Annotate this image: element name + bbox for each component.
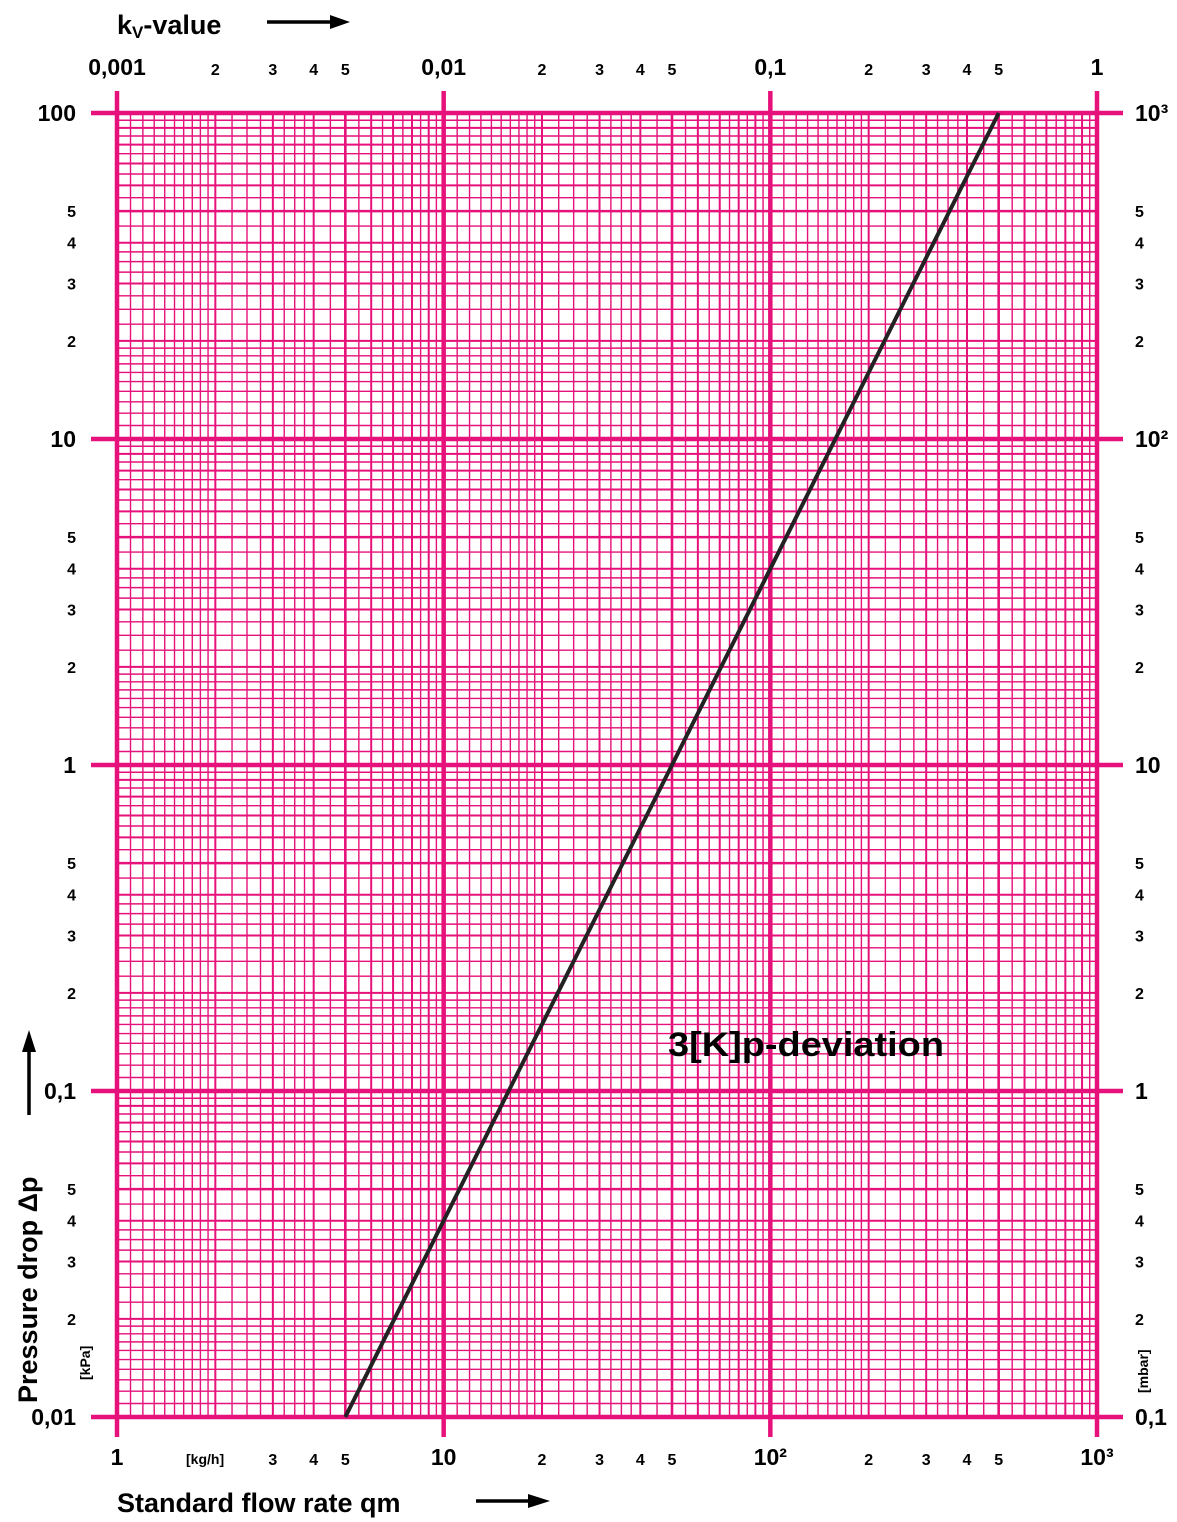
left-tick-label: 5 xyxy=(67,856,76,873)
right-tick-label: 2 xyxy=(1135,986,1144,1003)
top-tick-label: 2 xyxy=(864,62,873,79)
left-tick-label: 2 xyxy=(67,986,76,1003)
right-tick-label: 5 xyxy=(1135,856,1144,873)
left-tick-label: 5 xyxy=(67,530,76,547)
bottom-tick-label: 4 xyxy=(963,1452,972,1469)
right-tick-label: 1 xyxy=(1135,1078,1148,1104)
right-tick-label: 5 xyxy=(1135,204,1144,221)
left-tick-label: 10 xyxy=(50,426,76,452)
top-tick-label: 4 xyxy=(636,62,645,79)
bottom-tick-label: 10² xyxy=(754,1444,788,1470)
top-tick-label: 5 xyxy=(341,62,350,79)
bottom-tick-label: 10 xyxy=(431,1444,457,1470)
bottom-tick-label: 2 xyxy=(864,1452,873,1469)
right-tick-label: 3 xyxy=(1135,928,1144,945)
left-tick-label: 4 xyxy=(67,888,76,905)
bottom-axis-title: Standard flow rate qm xyxy=(117,1488,401,1518)
top-axis-arrow xyxy=(267,15,350,29)
series-label: 3[K]p-deviation xyxy=(668,1026,944,1064)
left-axis-arrow xyxy=(22,1030,36,1115)
right-tick-label: 3 xyxy=(1135,276,1144,293)
right-tick-label: 4 xyxy=(1135,236,1144,253)
series-line xyxy=(343,112,1001,1418)
right-tick-label: 5 xyxy=(1135,1182,1144,1199)
top-tick-label: 3 xyxy=(922,62,931,79)
top-tick-label: 3 xyxy=(268,62,277,79)
bottom-tick-label: 1 xyxy=(111,1444,124,1470)
grid xyxy=(114,110,1100,1420)
right-tick-label: 2 xyxy=(1135,660,1144,677)
left-tick-label: 0,1 xyxy=(44,1078,76,1104)
bottom-tick-label: 4 xyxy=(636,1452,645,1469)
series xyxy=(343,112,1001,1418)
bottom-tick-label: 4 xyxy=(309,1452,318,1469)
left-tick-label: 3 xyxy=(67,276,76,293)
top-tick-label: 2 xyxy=(211,62,220,79)
top-tick-label: 4 xyxy=(963,62,972,79)
left-tick-label: 3 xyxy=(67,602,76,619)
left-axis-unit: [kPa] xyxy=(77,1346,93,1380)
left-tick-label: 0,01 xyxy=(31,1404,76,1430)
left-tick-label: 100 xyxy=(38,100,76,126)
left-tick-label: 4 xyxy=(67,562,76,579)
left-tick-label: 2 xyxy=(67,660,76,677)
left-axis-title: Pressure drop Δp xyxy=(13,1177,43,1403)
left-tick-label: 4 xyxy=(67,236,76,253)
right-tick-label: 3 xyxy=(1135,1254,1144,1271)
right-tick-label: 2 xyxy=(1135,334,1144,351)
left-tick-label: 5 xyxy=(67,204,76,221)
bottom-tick-label: 3 xyxy=(922,1452,931,1469)
right-tick-label: 0,1 xyxy=(1135,1404,1167,1430)
top-tick-label: 0,001 xyxy=(88,54,146,80)
left-tick-label: 2 xyxy=(67,1312,76,1329)
bottom-axis-arrow xyxy=(476,1494,550,1508)
left-tick-label: 5 xyxy=(67,1182,76,1199)
top-tick-label: 5 xyxy=(668,62,677,79)
right-tick-label: 10³ xyxy=(1135,100,1169,126)
right-tick-label: 10 xyxy=(1135,752,1161,778)
left-tick-label: 2 xyxy=(67,334,76,351)
axes xyxy=(91,91,1123,1437)
right-axis-unit: [mbar] xyxy=(1135,1349,1151,1393)
top-axis-title: kV-value xyxy=(117,10,221,42)
top-tick-label: 4 xyxy=(309,62,318,79)
tick-labels: 0,001 2 3 4 5 0,01 2 3 4 5 0,1 2 3 4 5 1 1 3 4 5 10 2 3 4 5 10² 2 3… xyxy=(31,54,1168,1470)
top-tick-label: 1 xyxy=(1091,54,1104,80)
left-tick-label: 4 xyxy=(67,1214,76,1231)
right-tick-label: 10² xyxy=(1135,426,1169,452)
top-tick-label: 0,01 xyxy=(421,54,466,80)
top-tick-label: 3 xyxy=(595,62,604,79)
bottom-axis-unit: [kg/h] xyxy=(186,1451,224,1467)
bottom-tick-label: 3 xyxy=(268,1452,277,1469)
right-tick-label: 4 xyxy=(1135,888,1144,905)
top-tick-label: 0,1 xyxy=(754,54,786,80)
right-tick-label: 3 xyxy=(1135,602,1144,619)
right-tick-label: 4 xyxy=(1135,1214,1144,1231)
bottom-tick-label: 10³ xyxy=(1080,1444,1114,1470)
right-tick-label: 4 xyxy=(1135,562,1144,579)
bottom-tick-label: 5 xyxy=(994,1452,1003,1469)
left-tick-label: 1 xyxy=(63,752,76,778)
top-tick-label: 5 xyxy=(994,62,1003,79)
left-tick-label: 3 xyxy=(67,1254,76,1271)
bottom-tick-label: 5 xyxy=(668,1452,677,1469)
top-tick-label: 2 xyxy=(538,62,547,79)
left-tick-label: 3 xyxy=(67,928,76,945)
bottom-tick-label: 5 xyxy=(341,1452,350,1469)
bottom-tick-label: 2 xyxy=(538,1452,547,1469)
bottom-tick-label: 3 xyxy=(595,1452,604,1469)
right-tick-label: 2 xyxy=(1135,1312,1144,1329)
right-tick-label: 5 xyxy=(1135,530,1144,547)
